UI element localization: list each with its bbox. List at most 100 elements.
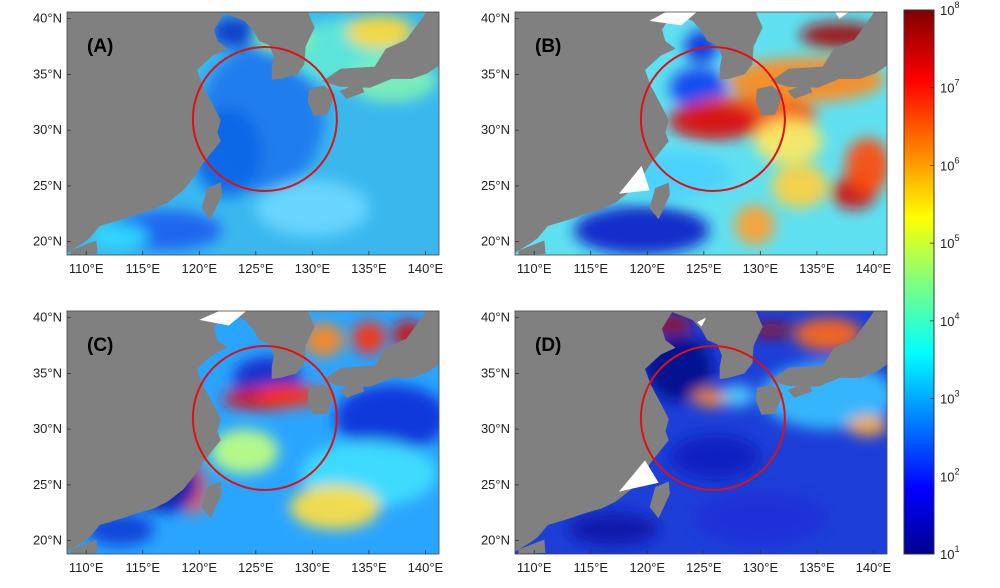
land <box>649 481 670 519</box>
lon-tick-label: 130°E <box>295 560 331 575</box>
lon-tick-label: 115°E <box>573 560 608 575</box>
lat-tick-label: 30°N <box>481 421 510 436</box>
lon-tick-label: 140°E <box>408 560 444 575</box>
land <box>307 85 335 116</box>
concentration-blob <box>210 16 256 48</box>
land <box>67 311 315 552</box>
lon-tick-label: 125°E <box>686 261 722 276</box>
panel-frame <box>514 11 888 256</box>
no-data-region <box>619 460 659 492</box>
no-data-region <box>834 12 849 19</box>
map-panel-a: (A) 40°N 35°N 30°N 25°N 20°N 110°E 115°E 120°E 12… <box>33 11 444 276</box>
panel-label: (A) <box>87 36 113 57</box>
lon-tick-label: 115°E <box>573 261 608 276</box>
lat-tick-label: 30°N <box>33 122 62 137</box>
lon-tick-label: 110°E <box>517 261 552 276</box>
lon-tick-label: 120°E <box>182 261 218 276</box>
land <box>770 12 887 88</box>
concentration-blob <box>845 137 887 194</box>
lat-tick-label: 25°N <box>33 178 62 193</box>
land <box>518 240 546 255</box>
concentration-blob <box>754 119 823 164</box>
panel-frame <box>66 11 440 256</box>
lat-tick-label: 25°N <box>481 178 510 193</box>
lon-tick-label: 110°E <box>69 261 104 276</box>
no-data-region <box>697 317 707 327</box>
colorbar-tick-label: 104 <box>940 311 959 329</box>
concentration-blob <box>794 317 863 352</box>
land <box>322 12 439 88</box>
lon-tick-label: 110°E <box>69 560 104 575</box>
study-area-circle <box>191 345 338 492</box>
lon-tick-label: 110°E <box>517 560 552 575</box>
colorbar-tick-label: 107 <box>940 78 959 96</box>
land <box>755 85 783 116</box>
colorbar-tick-label: 101 <box>940 544 959 562</box>
concentration-blob <box>255 180 369 237</box>
concentration-blob <box>334 384 439 452</box>
concentration-blob <box>346 15 415 49</box>
lon-tick-label: 115°E <box>125 560 160 575</box>
lat-tick-label: 30°N <box>33 421 62 436</box>
lon-tick-label: 130°E <box>295 261 331 276</box>
lat-tick-label: 20°N <box>33 533 62 548</box>
colorbar: 108 107 106 105 104 103 102 101 <box>903 0 959 562</box>
colorbar-tick-label: 103 <box>940 389 959 407</box>
lat-tick-label: 20°N <box>481 533 510 548</box>
lat-tick-label: 35°N <box>33 365 62 380</box>
concentration-blob <box>255 384 324 407</box>
concentration-blob <box>303 323 345 357</box>
land <box>322 311 439 387</box>
land <box>649 182 670 220</box>
lat-tick-label: 25°N <box>33 477 62 492</box>
concentration-blob <box>771 163 829 209</box>
lon-tick-label: 120°E <box>630 560 666 575</box>
colorbar-ticks: 108 107 106 105 104 103 102 101 <box>930 0 959 562</box>
land <box>201 182 222 220</box>
panel-frame <box>66 310 440 555</box>
concentration-blob <box>692 490 829 547</box>
lon-tick-label: 120°E <box>182 560 218 575</box>
concentration-blob <box>847 415 887 436</box>
lat-tick-label: 35°N <box>481 365 510 380</box>
concentration-blob <box>573 205 710 255</box>
land <box>201 481 222 519</box>
land <box>515 12 763 253</box>
lon-tick-label: 140°E <box>408 261 444 276</box>
panel-frame <box>514 310 888 555</box>
lat-tick-label: 40°N <box>481 11 510 26</box>
no-data-region <box>199 311 247 326</box>
lon-tick-label: 135°E <box>799 261 835 276</box>
lon-tick-label: 125°E <box>238 560 274 575</box>
lon-tick-label: 125°E <box>686 560 722 575</box>
colorbar-tick-label: 105 <box>940 233 959 251</box>
land <box>70 240 98 255</box>
land <box>518 539 546 554</box>
concentration-blob <box>669 434 761 480</box>
concentration-blob <box>734 204 776 245</box>
lat-tick-label: 35°N <box>33 66 62 81</box>
lon-tick-label: 120°E <box>630 261 666 276</box>
lon-tick-label: 135°E <box>351 261 387 276</box>
lon-tick-label: 130°E <box>743 560 779 575</box>
lat-tick-label: 30°N <box>481 122 510 137</box>
lat-tick-label: 35°N <box>481 66 510 81</box>
concentration-blob <box>568 512 659 547</box>
lat-tick-label: 40°N <box>33 11 62 26</box>
panel-label: (D) <box>535 335 561 356</box>
lat-tick-label: 40°N <box>33 310 62 325</box>
concentration-blob <box>289 484 381 530</box>
lon-tick-label: 130°E <box>743 261 779 276</box>
panel-label: (B) <box>535 36 561 57</box>
land <box>755 384 783 415</box>
concentration-blob <box>210 429 279 474</box>
lon-tick-label: 140°E <box>856 560 892 575</box>
lon-tick-label: 135°E <box>351 560 387 575</box>
map-panel-d: (D) 40°N 35°N 30°N 25°N 20°N 110°E 115°E 120°E 12… <box>481 310 892 575</box>
no-data-region <box>619 165 650 194</box>
concentration-blob <box>351 321 386 355</box>
panel-label: (C) <box>87 335 113 356</box>
lon-tick-label: 140°E <box>856 261 892 276</box>
land <box>70 539 98 554</box>
map-panel-b: (B) 40°N 35°N 30°N 25°N 20°N 110°E 115°E 120°E 12… <box>481 11 892 276</box>
